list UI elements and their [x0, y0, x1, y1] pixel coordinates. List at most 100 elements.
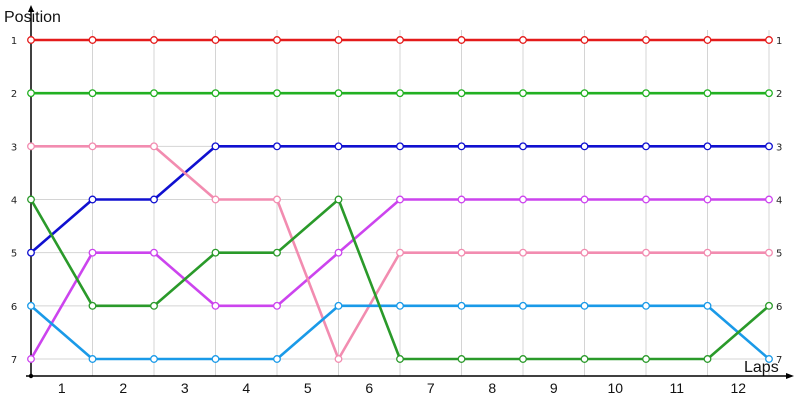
end-position-label: 7 [776, 355, 782, 366]
data-point [334, 195, 343, 204]
data-point [642, 195, 650, 204]
x-tick-label: 12 [730, 380, 746, 396]
data-point [457, 195, 466, 204]
data-point [396, 36, 404, 44]
data-point [519, 301, 527, 310]
x-tick-label: 11 [669, 380, 684, 396]
data-point [519, 142, 527, 151]
series-3 [27, 142, 773, 257]
data-point [211, 248, 220, 257]
data-point [457, 36, 466, 44]
data-point [27, 89, 35, 98]
end-position-label: 2 [776, 89, 782, 100]
data-point [273, 248, 281, 257]
data-point [703, 301, 712, 310]
data-point [273, 36, 281, 44]
data-point [211, 36, 220, 44]
data-point [334, 89, 343, 98]
y-tick-label: 2 [11, 89, 17, 100]
data-point [642, 142, 650, 151]
y-axis-arrow [28, 5, 34, 12]
data-point [580, 301, 589, 310]
data-point [334, 36, 343, 44]
data-point [396, 89, 404, 98]
data-point [642, 355, 650, 363]
data-point [580, 195, 589, 204]
x-tick-label: 9 [550, 380, 558, 396]
data-point [27, 195, 35, 204]
data-point [765, 36, 773, 44]
y-tick-label: 7 [11, 355, 17, 366]
data-point [642, 89, 650, 98]
data-point [396, 355, 404, 363]
data-point [703, 142, 712, 151]
end-labels: 1 2 3 4 5 7 6 [776, 36, 782, 366]
data-point [88, 248, 97, 257]
data-point [150, 142, 158, 151]
data-point [27, 36, 35, 44]
data-point [273, 355, 281, 363]
x-tick-label: 1 [58, 380, 66, 396]
data-point [334, 301, 343, 310]
data-point [88, 89, 97, 98]
data-point [150, 248, 158, 257]
data-point [580, 248, 589, 257]
data-point [334, 142, 343, 151]
data-point [273, 301, 281, 310]
data-point [334, 248, 343, 257]
data-point [580, 355, 589, 363]
x-tick-label: 8 [488, 380, 496, 396]
data-point [703, 89, 712, 98]
x-tick-label: 10 [607, 380, 623, 396]
data-point [150, 89, 158, 98]
series-2 [27, 89, 773, 98]
data-point [703, 355, 712, 363]
data-point [457, 301, 466, 310]
end-position-label: 3 [776, 142, 782, 153]
data-point [580, 89, 589, 98]
data-point [580, 142, 589, 151]
data-point [519, 355, 527, 363]
data-point [703, 36, 712, 44]
data-point [27, 142, 35, 151]
data-point [642, 36, 650, 44]
y-tick-label: 5 [11, 249, 17, 260]
data-point [765, 301, 773, 310]
data-point [27, 248, 35, 257]
x-tick-label: 2 [119, 380, 127, 396]
x-tick-label: 7 [427, 380, 435, 396]
data-point [88, 301, 97, 310]
data-point [27, 355, 35, 363]
axes [26, 5, 794, 379]
data-point [211, 355, 220, 363]
data-point [334, 355, 343, 363]
end-position-label: 4 [776, 196, 782, 207]
series-4 [27, 195, 773, 363]
y-tick-label: 6 [11, 302, 17, 313]
data-point [457, 142, 466, 151]
data-point [642, 301, 650, 310]
x-tick-labels: 1 2 3 4 5 6 7 8 9 10 11 12 [58, 380, 746, 396]
data-point [27, 301, 35, 310]
y-tick-labels: 1 2 3 4 5 6 7 [11, 36, 17, 366]
end-position-label: 1 [776, 36, 782, 47]
x-axis-title: Laps [744, 359, 779, 376]
data-point [765, 89, 773, 98]
x-tick-label: 4 [242, 380, 250, 396]
data-point [765, 195, 773, 204]
data-point [519, 195, 527, 204]
data-point [211, 301, 220, 310]
data-point [396, 248, 404, 257]
data-point [88, 142, 97, 151]
series-lines [27, 36, 773, 363]
end-position-label: 6 [776, 302, 782, 313]
data-point [765, 355, 773, 363]
data-point [457, 355, 466, 363]
data-point [396, 142, 404, 151]
data-point [580, 36, 589, 44]
data-point [211, 142, 220, 151]
data-point [150, 355, 158, 363]
data-point [703, 195, 712, 204]
series-1 [27, 36, 773, 44]
